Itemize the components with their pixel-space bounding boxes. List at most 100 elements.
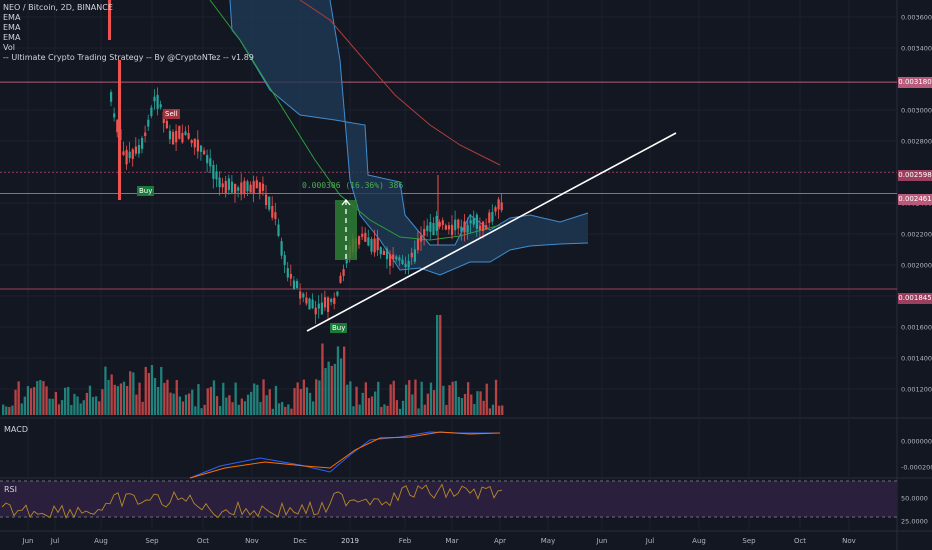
- symbol-title: NEO / Bitcoin, 2D, BINANCE: [3, 3, 113, 12]
- volume-bar: [256, 384, 259, 415]
- volume-bar: [197, 384, 200, 415]
- candle-body: [131, 149, 134, 159]
- macd-axis-label: 0.000000: [901, 438, 932, 446]
- candle-body: [358, 236, 361, 245]
- candle-body: [147, 119, 150, 127]
- volume-bar: [150, 365, 154, 415]
- volume-bar: [243, 401, 247, 415]
- level-tag-4: 0.001845: [898, 293, 932, 304]
- candle-body: [184, 131, 187, 136]
- candle-body: [299, 291, 302, 299]
- volume-bar: [501, 405, 504, 415]
- volume-bar: [277, 403, 281, 415]
- volume-bar: [284, 406, 287, 415]
- volume-bar: [98, 401, 101, 415]
- volume-bar: [380, 406, 383, 415]
- volume-bar: [107, 380, 110, 415]
- volume-bar: [470, 394, 473, 415]
- volume-bar: [110, 374, 113, 415]
- candle-body: [457, 219, 460, 229]
- volume-bar: [265, 395, 268, 415]
- indicator-strategy[interactable]: -- Ultimate Crypto Trading Strategy -- B…: [3, 53, 254, 62]
- volume-bar: [451, 381, 454, 415]
- candle-body: [500, 202, 503, 211]
- volume-bar: [73, 393, 76, 415]
- volume-bar: [14, 389, 17, 415]
- volume-bar: [79, 403, 82, 415]
- candle-body: [292, 280, 296, 289]
- candle-body: [118, 60, 121, 200]
- volume-bar: [268, 389, 271, 415]
- volume-bar: [169, 392, 172, 415]
- volume-bar: [364, 382, 367, 415]
- time-axis-label: Nov: [245, 537, 259, 545]
- candle-body: [227, 178, 230, 191]
- volume-bar: [222, 382, 225, 415]
- volume-bar: [414, 379, 417, 415]
- candle-body: [203, 150, 206, 155]
- volume-bar: [417, 408, 420, 415]
- volume-bar: [327, 361, 330, 415]
- indicator-ema-1[interactable]: EMA: [3, 13, 21, 22]
- buy-signal-1: Buy: [137, 186, 155, 196]
- volume-bar: [51, 398, 54, 415]
- volume-bar: [67, 386, 70, 415]
- volume-bar: [367, 398, 371, 415]
- macd-axis-label: -0.000200: [901, 464, 932, 472]
- candle-body: [181, 132, 184, 143]
- time-axis-label: May: [541, 537, 555, 545]
- volume-bar: [60, 400, 64, 415]
- volume-bar: [333, 363, 336, 415]
- candle-body: [283, 255, 286, 265]
- candle-body: [466, 224, 469, 233]
- volume-bar: [20, 403, 23, 415]
- volume-bar: [339, 358, 343, 415]
- candle-body: [277, 224, 280, 236]
- volume-bar: [119, 383, 123, 415]
- candle-body: [336, 291, 339, 296]
- volume-bar: [274, 385, 278, 415]
- volume-bar: [147, 372, 150, 415]
- volume-bar: [448, 385, 451, 415]
- candle-body: [370, 239, 373, 252]
- price-axis-label: 0.003600: [901, 14, 932, 22]
- volume-bar: [374, 391, 377, 415]
- volume-bar: [240, 398, 243, 415]
- indicator-volume[interactable]: Vol: [3, 43, 15, 52]
- volume-bar: [491, 404, 495, 415]
- volume-bar: [392, 380, 395, 415]
- time-axis-label: Jul: [50, 537, 60, 545]
- volume-bar: [330, 365, 333, 415]
- volume-bar: [488, 408, 491, 415]
- time-axis-label: Nov: [842, 537, 856, 545]
- volume-bar: [209, 386, 212, 415]
- volume-bar: [45, 386, 48, 415]
- candle-body: [320, 302, 323, 315]
- candle-body: [407, 260, 410, 268]
- indicator-ema-2[interactable]: EMA: [3, 23, 21, 32]
- volume-bar: [178, 396, 181, 415]
- price-axis-label: 0.002800: [901, 138, 932, 146]
- candle-body: [141, 138, 144, 149]
- volume-bar: [88, 385, 92, 415]
- indicator-ema-3[interactable]: EMA: [3, 33, 21, 42]
- volume-bar: [172, 393, 175, 415]
- volume-bar: [39, 379, 42, 415]
- candle-body: [178, 125, 181, 139]
- macd-pane-label: MACD: [4, 425, 28, 434]
- volume-bar: [436, 315, 439, 415]
- volume-bar: [135, 394, 138, 415]
- candle-body: [187, 132, 190, 139]
- candle-body: [122, 151, 125, 155]
- candle-body: [395, 256, 398, 260]
- candle-body: [271, 205, 274, 218]
- candle-body: [333, 297, 336, 304]
- level-tag-1: 0.003180: [898, 77, 932, 88]
- candle-body: [379, 247, 382, 255]
- candle-body: [274, 212, 277, 220]
- candle-body: [478, 225, 482, 230]
- volume-bar: [420, 381, 423, 415]
- candle-body: [364, 232, 367, 242]
- candle-body: [305, 297, 308, 304]
